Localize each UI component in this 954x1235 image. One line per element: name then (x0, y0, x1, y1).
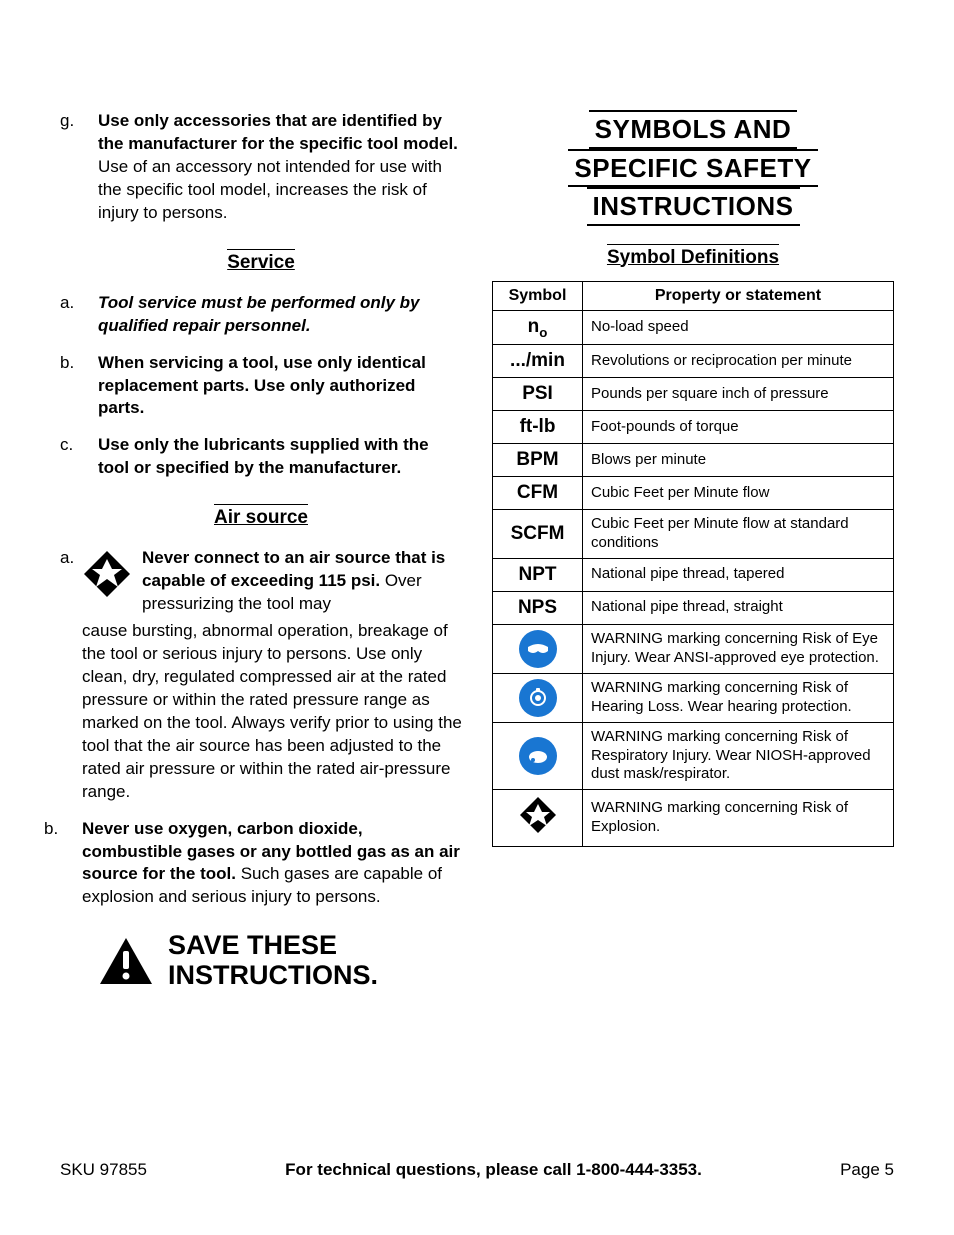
save-line1: SAVE THESE (168, 931, 378, 961)
table-row: NPS National pipe thread, straight (493, 591, 894, 624)
symbol-cell: BPM (493, 444, 583, 477)
table-row: PSI Pounds per square inch of pressure (493, 378, 894, 411)
desc-cell: WARNING marking concerning Risk of Explo… (583, 790, 894, 847)
eye-protection-icon (519, 630, 557, 668)
footer-page: Page 5 (840, 1160, 894, 1180)
header-property: Property or statement (583, 281, 894, 310)
service-item-a: a. Tool service must be performed only b… (60, 292, 462, 338)
list-item-g: g. Use only accessories that are identif… (60, 110, 462, 225)
page-footer: SKU 97855 For technical questions, pleas… (60, 1160, 894, 1180)
symbol-cell: no (493, 310, 583, 345)
table-row: CFM Cubic Feet per Minute flow (493, 477, 894, 510)
symbol-definitions-text: Symbol Definitions (607, 244, 779, 269)
footer-sku: SKU 97855 (60, 1160, 147, 1180)
desc-cell: No-load speed (583, 310, 894, 345)
warning-triangle-icon (98, 936, 154, 986)
desc-cell: WARNING marking concerning Risk of Respi… (583, 722, 894, 789)
bold-lead: Use only accessories that are identified… (98, 111, 458, 153)
desc-cell: National pipe thread, tapered (583, 558, 894, 591)
list-letter: b. (60, 352, 98, 421)
left-column: g. Use only accessories that are identif… (60, 110, 462, 991)
list-body: Never use oxygen, carbon dioxide, combus… (82, 818, 462, 910)
table-row: NPT National pipe thread, tapered (493, 558, 894, 591)
symbol-definitions-heading: Symbol Definitions (492, 244, 894, 269)
desc-cell: Cubic Feet per Minute flow (583, 477, 894, 510)
save-text: SAVE THESE INSTRUCTIONS. (168, 931, 378, 990)
save-line2: INSTRUCTIONS. (168, 961, 378, 991)
air-a-continuation: cause bursting, abnormal operation, brea… (82, 620, 462, 804)
save-instructions: SAVE THESE INSTRUCTIONS. (98, 931, 462, 990)
symbol-cell (493, 624, 583, 673)
table-row: SCFM Cubic Feet per Minute flow at stand… (493, 510, 894, 559)
list-body: Use only accessories that are identified… (98, 110, 462, 225)
desc-cell: Revolutions or reciprocation per minute (583, 345, 894, 378)
list-letter: a. (60, 547, 82, 616)
symbol-cell: CFM (493, 477, 583, 510)
air-item-b: b. Never use oxygen, carbon dioxide, com… (44, 818, 462, 910)
desc-cell: Cubic Feet per Minute flow at standard c… (583, 510, 894, 559)
footer-support: For technical questions, please call 1-8… (285, 1160, 702, 1180)
symbol-cell: SCFM (493, 510, 583, 559)
table-row: no No-load speed (493, 310, 894, 345)
desc-cell: Pounds per square inch of pressure (583, 378, 894, 411)
symbol-cell (493, 673, 583, 722)
title-line2: SPECIFIC SAFETY (568, 149, 817, 188)
list-letter: b. (44, 818, 82, 910)
air-a-lead: Never connect to an air source that is c… (142, 547, 462, 616)
list-letter: a. (60, 292, 98, 338)
air-source-heading-text: Air source (214, 504, 308, 529)
list-body: When servicing a tool, use only identica… (98, 352, 462, 421)
table-row: WARNING marking concerning Risk of Heari… (493, 673, 894, 722)
symbol-cell (493, 722, 583, 789)
symbol-cell: ft-lb (493, 411, 583, 444)
list-body: Tool service must be performed only by q… (98, 292, 462, 338)
desc-cell: National pipe thread, straight (583, 591, 894, 624)
table-header-row: Symbol Property or statement (493, 281, 894, 310)
explosion-diamond-icon (518, 795, 558, 835)
two-column-layout: g. Use only accessories that are identif… (60, 110, 894, 991)
list-body: Use only the lubricants supplied with th… (98, 434, 462, 480)
symbol-table: Symbol Property or statement no No-load … (492, 281, 894, 848)
symbol-cell: PSI (493, 378, 583, 411)
desc-cell: WARNING marking concerning Risk of Heari… (583, 673, 894, 722)
desc-cell: Blows per minute (583, 444, 894, 477)
symbol-cell: .../min (493, 345, 583, 378)
respirator-icon (519, 737, 557, 775)
explosion-icon (82, 547, 142, 616)
service-heading-text: Service (227, 249, 295, 274)
table-row: .../min Revolutions or reciprocation per… (493, 345, 894, 378)
header-symbol: Symbol (493, 281, 583, 310)
right-column: SYMBOLS AND SPECIFIC SAFETY INSTRUCTIONS… (492, 110, 894, 991)
title-line1: SYMBOLS AND (589, 110, 798, 149)
hearing-protection-icon (519, 679, 557, 717)
list-letter: c. (60, 434, 98, 480)
service-heading: Service (60, 249, 462, 274)
desc-cell: Foot-pounds of torque (583, 411, 894, 444)
desc-cell: WARNING marking concerning Risk of Eye I… (583, 624, 894, 673)
service-item-c: c. Use only the lubricants supplied with… (60, 434, 462, 480)
title-line3: INSTRUCTIONS (587, 187, 800, 226)
table-row: WARNING marking concerning Risk of Respi… (493, 722, 894, 789)
air-item-a: a. Never connect to an air source that i… (60, 547, 462, 616)
item-rest: Use of an accessory not intended for use… (98, 157, 442, 222)
table-row: ft-lb Foot-pounds of torque (493, 411, 894, 444)
symbol-cell: NPS (493, 591, 583, 624)
list-letter: g. (60, 110, 98, 225)
service-item-b: b. When servicing a tool, use only ident… (60, 352, 462, 421)
table-row: WARNING marking concerning Risk of Explo… (493, 790, 894, 847)
symbol-cell (493, 790, 583, 847)
table-row: WARNING marking concerning Risk of Eye I… (493, 624, 894, 673)
air-source-heading: Air source (60, 504, 462, 529)
page: g. Use only accessories that are identif… (0, 0, 954, 1235)
table-row: BPM Blows per minute (493, 444, 894, 477)
symbols-title: SYMBOLS AND SPECIFIC SAFETY INSTRUCTIONS (492, 110, 894, 226)
symbol-cell: NPT (493, 558, 583, 591)
